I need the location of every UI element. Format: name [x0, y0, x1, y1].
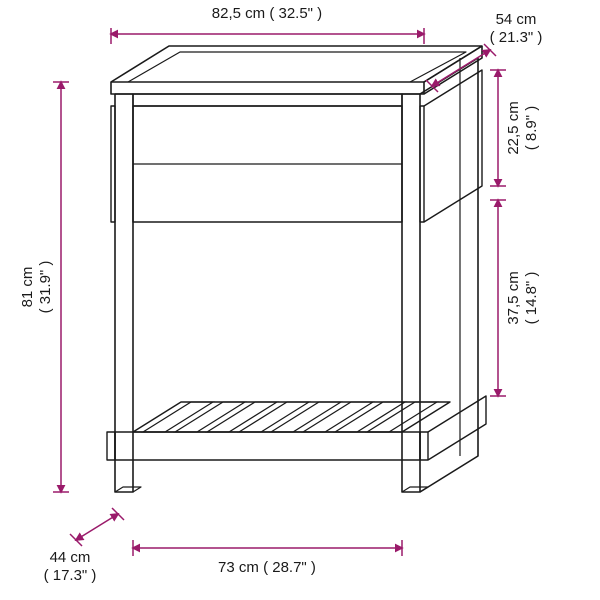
dim-height-upper: 22,5 cm ( 8.9" ) [490, 70, 540, 186]
dim-height-total: 81 cm ( 31.9" ) [19, 82, 69, 492]
dim-height-lower-alt: ( 14.8" ) [523, 272, 540, 325]
dim-height-total-value: 81 cm [19, 267, 36, 308]
dim-depth-bottom-value: 44 cm [50, 549, 91, 566]
dim-height-lower: 37,5 cm ( 14.8" ) [490, 200, 540, 396]
dim-height-lower-value: 37,5 cm [505, 271, 522, 324]
dim-width-bottom-value: 73 cm [218, 559, 259, 576]
dim-width-top-alt: ( 32.5" ) [269, 5, 322, 22]
dim-depth-top-alt: ( 21.3" ) [490, 29, 543, 46]
svg-text:82,5 cm ( 32.5" ): 82,5 cm ( 32.5" ) [212, 5, 322, 22]
dim-width-top: 82,5 cm ( 32.5" ) [111, 5, 424, 44]
svg-text:73 cm ( 28.7" ): 73 cm ( 28.7" ) [218, 559, 316, 576]
dim-depth-bottom: 44 cm ( 17.3" ) [44, 508, 124, 584]
dim-height-total-alt: ( 31.9" ) [37, 261, 54, 314]
planter-diagram [107, 46, 486, 492]
dim-depth-bottom-alt: ( 17.3" ) [44, 567, 97, 584]
dim-width-bottom: 73 cm ( 28.7" ) [133, 540, 402, 576]
dim-height-upper-value: 22,5 cm [505, 101, 522, 154]
svg-text:( 31.9" ): ( 31.9" ) [37, 261, 54, 314]
dim-width-bottom-alt: ( 28.7" ) [263, 559, 316, 576]
dim-height-upper-alt: ( 8.9" ) [523, 106, 540, 151]
svg-text:81 cm: 81 cm [19, 267, 36, 308]
dim-depth-top-value: 54 cm [496, 11, 537, 28]
dim-width-top-value: 82,5 cm [212, 5, 265, 22]
